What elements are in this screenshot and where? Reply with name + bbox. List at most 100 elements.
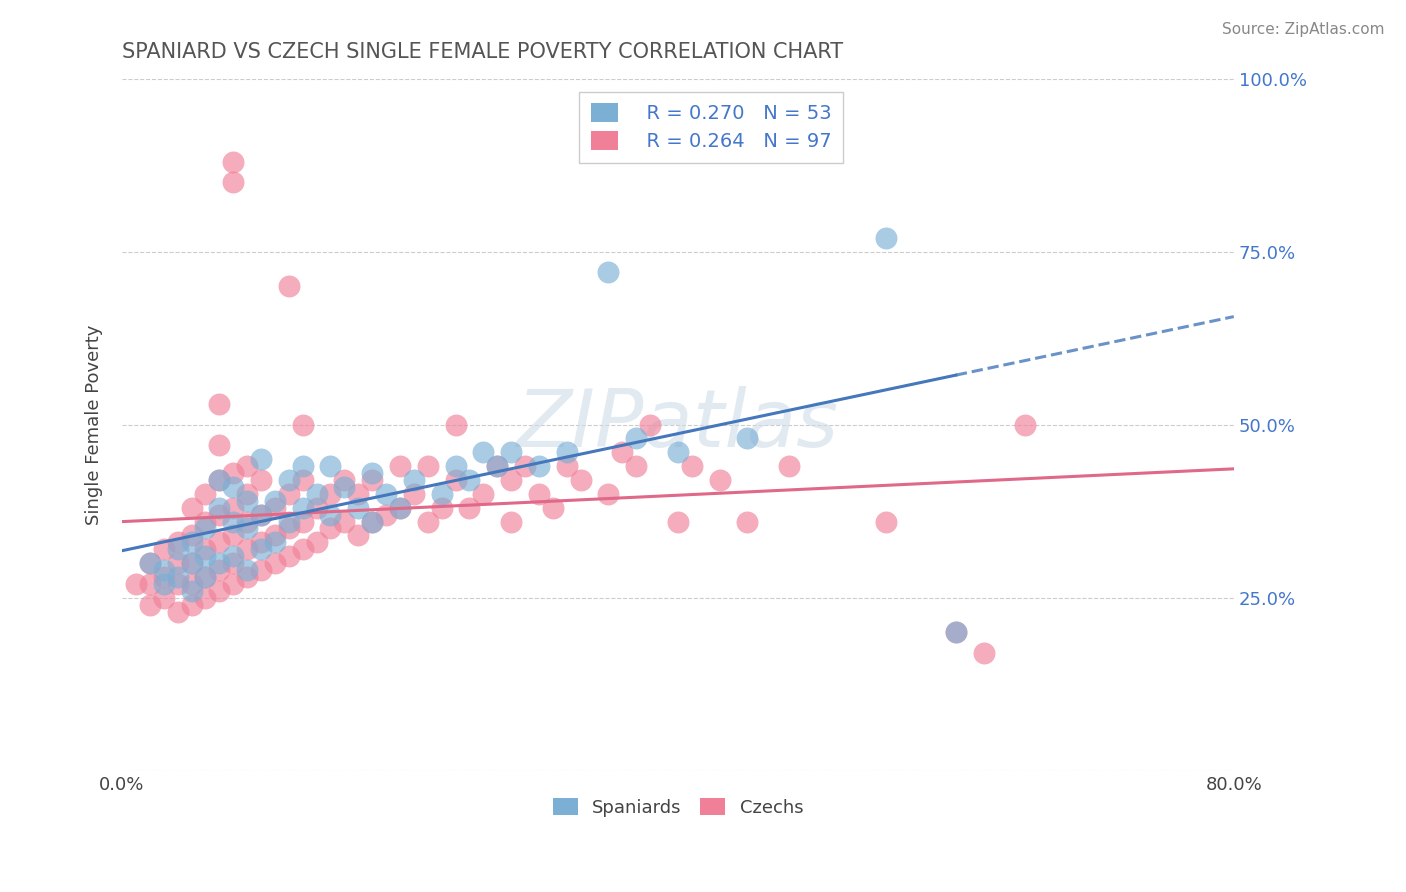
Point <box>194 515 217 529</box>
Point <box>152 563 174 577</box>
Point <box>527 459 550 474</box>
Point <box>208 535 231 549</box>
Point <box>180 556 202 570</box>
Point <box>945 625 967 640</box>
Point <box>486 459 509 474</box>
Point <box>402 473 425 487</box>
Point <box>236 493 259 508</box>
Point <box>638 417 661 432</box>
Point <box>236 521 259 535</box>
Point <box>222 154 245 169</box>
Point <box>527 487 550 501</box>
Point <box>180 535 202 549</box>
Point <box>486 459 509 474</box>
Point <box>444 417 467 432</box>
Point <box>166 556 188 570</box>
Point <box>430 487 453 501</box>
Point <box>416 459 439 474</box>
Point <box>277 487 299 501</box>
Point <box>472 487 495 501</box>
Point <box>347 487 370 501</box>
Point <box>250 508 273 522</box>
Point <box>291 473 314 487</box>
Point <box>681 459 703 474</box>
Point <box>139 556 162 570</box>
Point <box>277 473 299 487</box>
Point <box>208 397 231 411</box>
Point <box>222 500 245 515</box>
Point <box>347 528 370 542</box>
Point <box>737 515 759 529</box>
Point <box>264 493 287 508</box>
Point <box>277 515 299 529</box>
Point <box>319 487 342 501</box>
Point <box>277 521 299 535</box>
Point <box>180 577 202 591</box>
Point <box>166 577 188 591</box>
Point <box>569 473 592 487</box>
Point <box>125 577 148 591</box>
Point <box>612 445 634 459</box>
Point <box>305 535 328 549</box>
Point <box>444 473 467 487</box>
Point <box>208 473 231 487</box>
Point <box>166 542 188 557</box>
Point <box>291 542 314 557</box>
Point <box>194 521 217 535</box>
Point <box>250 508 273 522</box>
Point <box>166 605 188 619</box>
Text: SPANIARD VS CZECH SINGLE FEMALE POVERTY CORRELATION CHART: SPANIARD VS CZECH SINGLE FEMALE POVERTY … <box>122 42 844 62</box>
Point <box>139 598 162 612</box>
Point <box>139 556 162 570</box>
Point <box>236 487 259 501</box>
Point <box>180 528 202 542</box>
Point <box>555 445 578 459</box>
Point <box>222 175 245 189</box>
Point <box>222 480 245 494</box>
Point <box>250 473 273 487</box>
Point <box>319 521 342 535</box>
Point <box>737 432 759 446</box>
Point <box>166 535 188 549</box>
Point <box>875 515 897 529</box>
Point <box>416 515 439 529</box>
Y-axis label: Single Female Poverty: Single Female Poverty <box>86 325 103 524</box>
Point <box>208 500 231 515</box>
Point <box>666 445 689 459</box>
Point <box>541 500 564 515</box>
Point <box>180 556 202 570</box>
Point <box>458 500 481 515</box>
Point <box>152 570 174 584</box>
Point <box>250 535 273 549</box>
Point <box>375 508 398 522</box>
Point <box>236 515 259 529</box>
Point <box>222 549 245 563</box>
Point <box>472 445 495 459</box>
Point <box>208 438 231 452</box>
Point <box>208 473 231 487</box>
Point <box>388 459 411 474</box>
Point <box>250 452 273 467</box>
Point <box>458 473 481 487</box>
Point <box>208 563 231 577</box>
Point <box>402 487 425 501</box>
Point <box>291 459 314 474</box>
Point <box>319 459 342 474</box>
Point <box>513 459 536 474</box>
Point <box>444 459 467 474</box>
Point <box>1014 417 1036 432</box>
Point <box>194 549 217 563</box>
Point <box>222 556 245 570</box>
Point <box>264 500 287 515</box>
Point <box>361 515 384 529</box>
Text: ZIPatlas: ZIPatlas <box>517 385 839 464</box>
Point <box>194 487 217 501</box>
Point <box>291 500 314 515</box>
Point <box>208 583 231 598</box>
Point <box>375 487 398 501</box>
Point <box>388 500 411 515</box>
Point <box>430 500 453 515</box>
Point <box>194 542 217 557</box>
Point <box>194 570 217 584</box>
Point <box>236 542 259 557</box>
